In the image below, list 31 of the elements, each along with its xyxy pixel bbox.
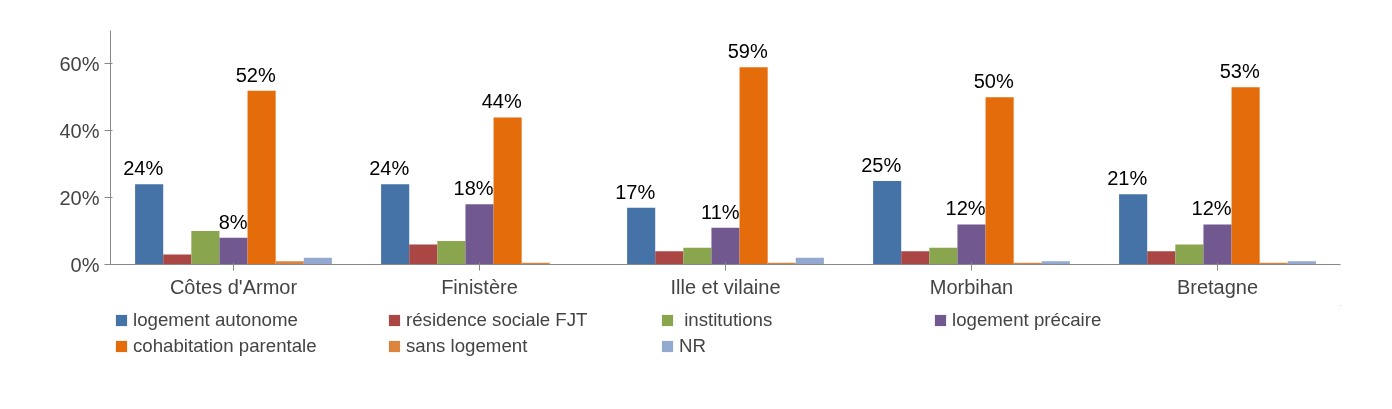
data-label: 44% — [481, 90, 522, 113]
data-label: 24% — [123, 157, 164, 180]
y-tick-label: 20% — [59, 186, 100, 209]
data-label: 17% — [615, 180, 656, 203]
x-tick-label: Côtes d'Armor — [169, 275, 298, 298]
x-tick-label: Morbihan — [929, 275, 1014, 298]
legend-label: logement autonome — [133, 309, 299, 331]
legend-label: logement précaire — [952, 309, 1103, 331]
y-tick-label: 60% — [59, 52, 100, 75]
data-label: 59% — [727, 40, 768, 63]
data-label: 25% — [861, 153, 902, 176]
data-label: 12% — [945, 197, 986, 220]
data-label: 24% — [369, 157, 410, 180]
y-tick-label: 40% — [59, 119, 100, 142]
data-label: 53% — [1219, 60, 1260, 83]
legend-label: cohabitation parentale — [133, 335, 318, 357]
y-tick-label: 0% — [70, 253, 100, 276]
data-label: 12% — [1191, 197, 1232, 220]
data-label: 18% — [453, 177, 494, 200]
legend-label: résidence sociale FJT — [406, 309, 589, 331]
x-tick-label: Bretagne — [1176, 275, 1259, 298]
legend-label: NR — [679, 335, 707, 357]
legend-label: institutions — [683, 309, 774, 331]
x-tick-label: Finistère — [441, 275, 518, 298]
data-label: 11% — [701, 200, 740, 223]
data-label: 52% — [235, 63, 276, 86]
data-label: 50% — [973, 70, 1014, 93]
data-label: 8% — [218, 210, 248, 233]
legend-label: sans logement — [406, 335, 529, 357]
data-label: 21% — [1107, 167, 1148, 190]
x-tick-label: Ille et vilaine — [670, 275, 781, 298]
